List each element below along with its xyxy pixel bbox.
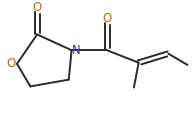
Text: N: N	[72, 44, 81, 57]
Text: O: O	[6, 57, 16, 70]
Text: O: O	[102, 12, 112, 25]
Text: O: O	[32, 1, 42, 14]
